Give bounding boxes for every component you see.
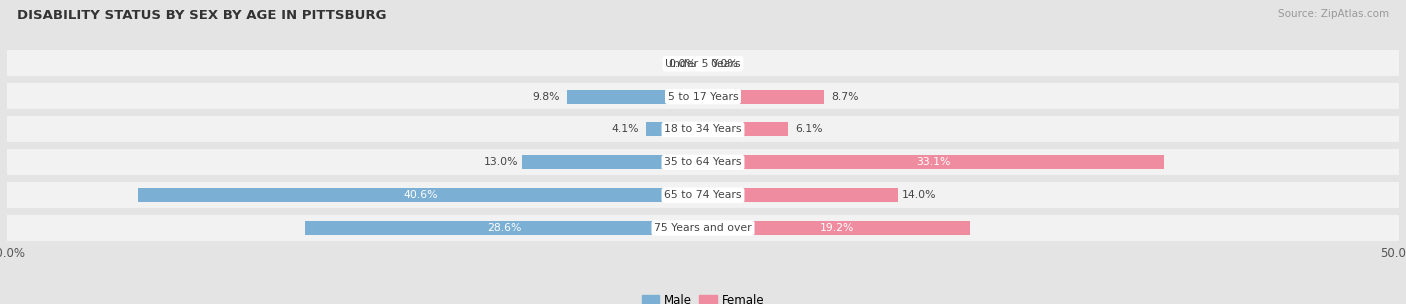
Text: 28.6%: 28.6% xyxy=(486,223,522,233)
Bar xyxy=(703,123,787,136)
Bar xyxy=(699,57,703,71)
Text: 4.1%: 4.1% xyxy=(612,124,638,134)
Text: Source: ZipAtlas.com: Source: ZipAtlas.com xyxy=(1278,9,1389,19)
Text: 35 to 64 Years: 35 to 64 Years xyxy=(664,157,742,168)
Bar xyxy=(567,90,703,104)
Text: Under 5 Years: Under 5 Years xyxy=(665,59,741,69)
Bar xyxy=(7,182,1399,209)
Bar xyxy=(7,149,1399,176)
Text: 18 to 34 Years: 18 to 34 Years xyxy=(664,124,742,134)
Bar xyxy=(522,155,703,169)
Text: 6.1%: 6.1% xyxy=(794,124,823,134)
Bar xyxy=(703,90,824,104)
Text: 8.7%: 8.7% xyxy=(831,92,859,102)
Legend: Male, Female: Male, Female xyxy=(637,289,769,304)
Text: DISABILITY STATUS BY SEX BY AGE IN PITTSBURG: DISABILITY STATUS BY SEX BY AGE IN PITTS… xyxy=(17,9,387,22)
Bar xyxy=(138,188,703,202)
Bar xyxy=(7,215,1399,242)
Bar xyxy=(703,57,707,71)
Text: 13.0%: 13.0% xyxy=(484,157,519,168)
Text: 9.8%: 9.8% xyxy=(531,92,560,102)
Bar xyxy=(7,116,1399,143)
Bar xyxy=(305,221,703,235)
Text: 0.0%: 0.0% xyxy=(668,59,696,69)
Bar xyxy=(7,83,1399,110)
Text: 19.2%: 19.2% xyxy=(820,223,853,233)
Bar xyxy=(7,50,1399,77)
Bar xyxy=(703,221,970,235)
Text: 40.6%: 40.6% xyxy=(404,190,437,200)
Text: 0.0%: 0.0% xyxy=(710,59,738,69)
Bar xyxy=(703,188,898,202)
Text: 5 to 17 Years: 5 to 17 Years xyxy=(668,92,738,102)
Text: 14.0%: 14.0% xyxy=(901,190,936,200)
Bar xyxy=(703,155,1164,169)
Text: 33.1%: 33.1% xyxy=(917,157,950,168)
Bar xyxy=(645,123,703,136)
Text: 75 Years and over: 75 Years and over xyxy=(654,223,752,233)
Text: 65 to 74 Years: 65 to 74 Years xyxy=(664,190,742,200)
